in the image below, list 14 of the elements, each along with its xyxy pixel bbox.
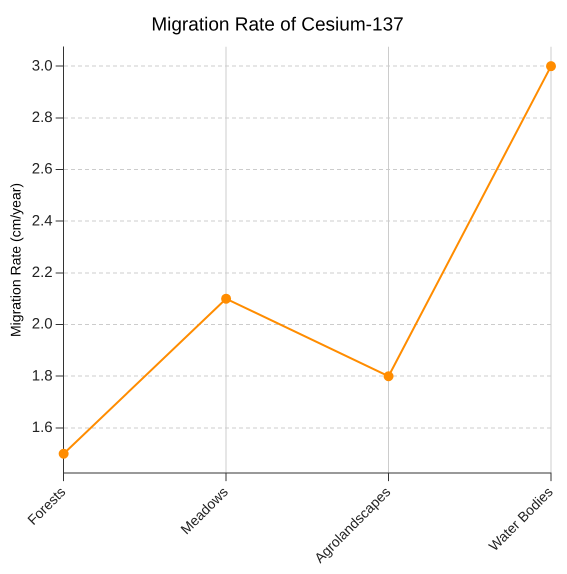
- y-tick-label: 2.6: [32, 160, 53, 178]
- y-tick-label: 1.8: [32, 367, 53, 384]
- y-tick-label: 2.4: [32, 212, 53, 230]
- point: [221, 294, 232, 304]
- y-tick-label: 2.0: [32, 316, 53, 333]
- y-axis-title: Migration Rate (cm/year): [7, 182, 24, 337]
- y-tick-label: 3.0: [32, 57, 53, 74]
- y-tick-label: 2.2: [32, 264, 53, 282]
- point: [58, 448, 69, 459]
- chart-title: Migration Rate of Cesium-137: [151, 14, 404, 36]
- point: [546, 61, 556, 72]
- y-tick-label: 1.6: [32, 419, 53, 436]
- y-tick-label: 2.8: [32, 108, 53, 126]
- point: [384, 371, 394, 382]
